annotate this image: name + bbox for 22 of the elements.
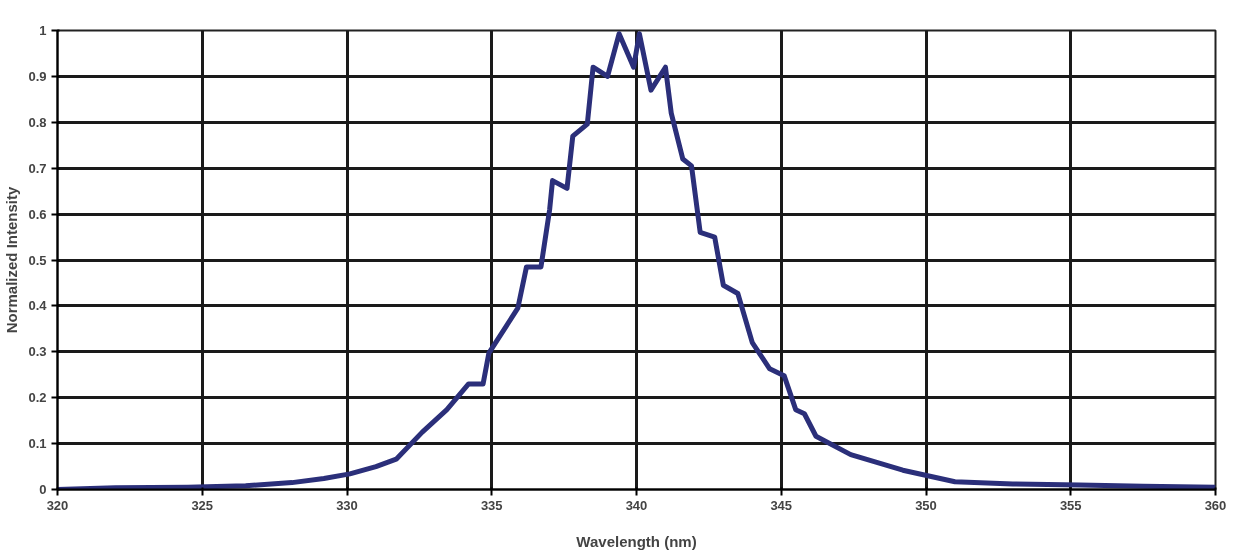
- x-tick-label: 355: [1059, 497, 1082, 513]
- y-tick-label: 0.6: [28, 206, 47, 222]
- y-tick-label: 1: [39, 23, 47, 38]
- x-tick-label: 360: [1204, 497, 1227, 513]
- y-tick-label: 0.1: [28, 436, 47, 452]
- x-tick-label: 335: [480, 497, 503, 513]
- y-tick-label: 0.2: [28, 390, 47, 406]
- x-axis-title: Wavelength (nm): [576, 532, 697, 550]
- y-axis-title: Normalized Intensity: [3, 185, 21, 334]
- x-tick-label: 345: [770, 497, 793, 513]
- x-tick-label: 340: [625, 497, 648, 513]
- y-tick-label: 0.3: [28, 344, 47, 360]
- y-tick-label: 0.5: [28, 252, 47, 268]
- x-tick-label: 330: [336, 497, 358, 513]
- x-tick-label: 325: [191, 497, 214, 513]
- y-tick-label: 0.8: [28, 114, 47, 130]
- y-tick-label: 0.9: [28, 68, 47, 84]
- y-tick-label: 0.4: [28, 298, 48, 314]
- y-tick-label: 0.7: [28, 160, 47, 176]
- x-tick-label: 350: [915, 497, 937, 513]
- y-tick-label: 0: [39, 482, 47, 497]
- x-tick-label: 320: [46, 497, 69, 513]
